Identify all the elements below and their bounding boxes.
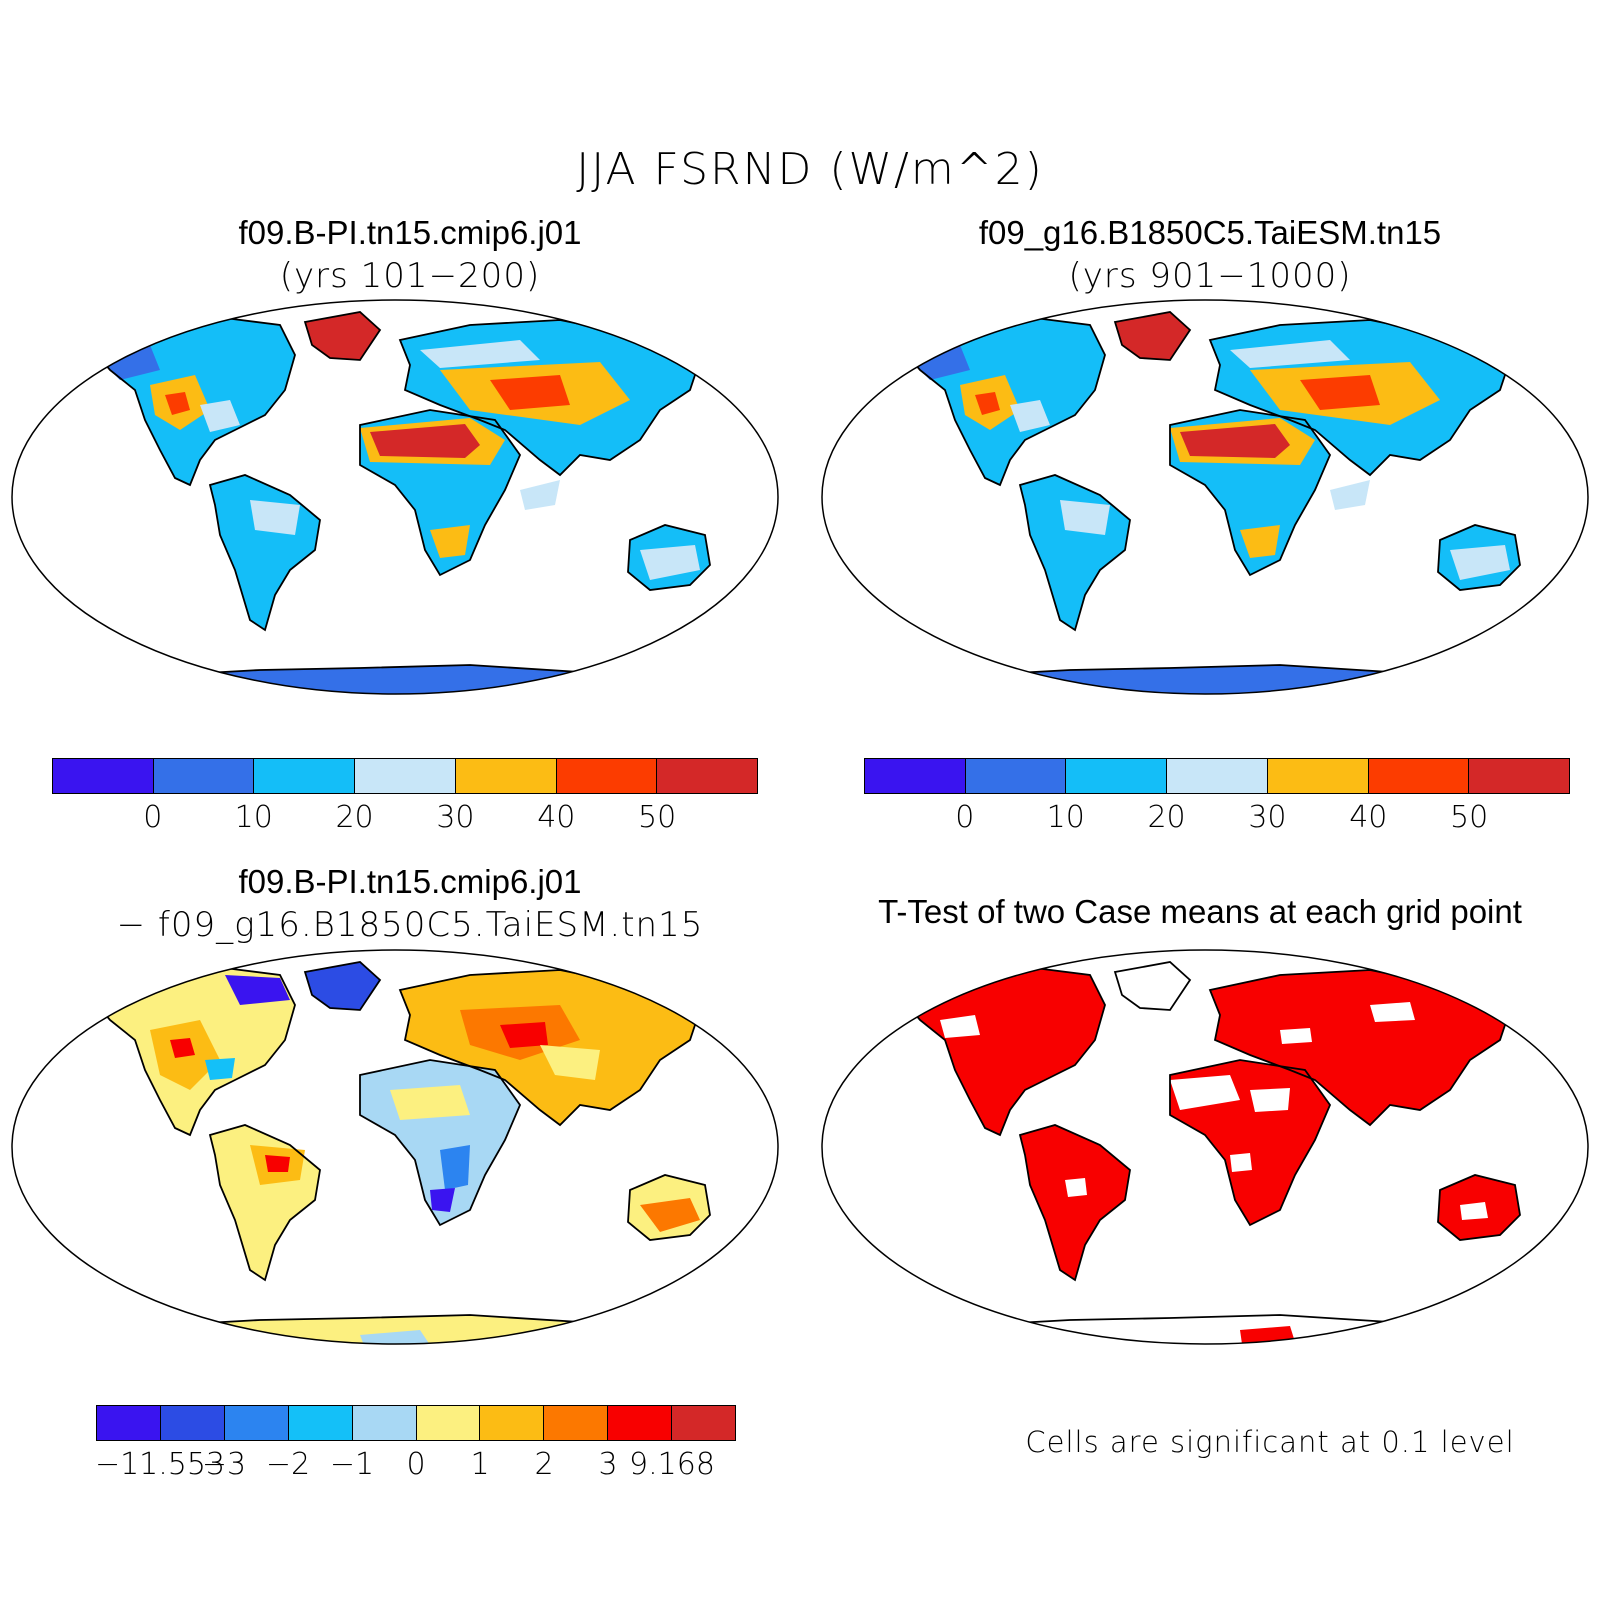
colorbar-swatch [1469, 759, 1570, 793]
map-case1 [11, 299, 779, 695]
colorbar-tick-label: 0 [143, 800, 163, 835]
colorbar-swatch [352, 1406, 417, 1440]
colorbar-swatch [254, 759, 356, 793]
colorbar-tick-label: 0 [955, 800, 975, 835]
colorbar-swatch [288, 1406, 353, 1440]
colorbar-difference [96, 1405, 736, 1441]
colorbar-tick-label: 3 [598, 1447, 618, 1482]
map-difference [11, 949, 779, 1345]
colorbar-swatch [556, 759, 658, 793]
panel3-title: f09.B-PI.tn15.cmip6.j01 [238, 863, 582, 900]
colorbar-tick-label: 30 [436, 800, 475, 835]
land-fill [903, 311, 1521, 694]
colorbar-swatch [1167, 759, 1268, 793]
colorbar-swatch [53, 759, 154, 793]
map-border [821, 299, 1589, 695]
colorbar-swatch [153, 759, 255, 793]
panel1-title: f09.B-PI.tn15.cmip6.j01 [238, 214, 582, 251]
map-case2 [821, 299, 1589, 695]
colorbar-tick-label: −11.553 [94, 1447, 226, 1482]
panel1-subtitle: (yrs 101−200) [279, 256, 541, 296]
colorbar-swatch [455, 759, 557, 793]
colorbar-swatch [865, 759, 966, 793]
colorbar-case1 [52, 758, 758, 794]
colorbar-tick-label: 0 [406, 1447, 426, 1482]
colorbar-tick-label: 40 [1349, 800, 1388, 835]
colorbar-swatch [1368, 759, 1470, 793]
colorbar-tick-label: 50 [1450, 800, 1489, 835]
colorbar-tick-label: 2 [534, 1447, 554, 1482]
colorbar-tick-label: 30 [1248, 800, 1287, 835]
colorbar-tick-label: 20 [1147, 800, 1186, 835]
colorbar-tick-label: 1 [470, 1447, 490, 1482]
colorbar-tick-label: 50 [638, 800, 677, 835]
colorbar-tick-label: −1 [329, 1447, 375, 1482]
panel2-subtitle: (yrs 901−1000) [1068, 256, 1352, 296]
land-fill [93, 961, 711, 1344]
map-ttest [821, 949, 1589, 1345]
panel2-title: f09_g16.B1850C5.TaiESM.tn15 [978, 214, 1442, 251]
colorbar-swatch [480, 1406, 545, 1440]
colorbar-tick-label: 9.168 [629, 1447, 715, 1482]
colorbar-swatch [544, 1406, 609, 1440]
colorbar-swatch [224, 1406, 289, 1440]
colorbar-tick-label: −2 [265, 1447, 311, 1482]
colorbar-swatch [355, 759, 456, 793]
colorbar-swatch [672, 1406, 736, 1440]
significant-cells [903, 961, 1521, 1344]
colorbar-swatch [965, 759, 1067, 793]
colorbar-swatch [97, 1406, 161, 1440]
panel3-subtitle: − f09_g16.B1850C5.TaiESM.tn15 [116, 905, 704, 945]
land-fill [93, 311, 711, 694]
colorbar-tick-label: 10 [1046, 800, 1085, 835]
colorbar-tick-label: −3 [201, 1447, 247, 1482]
colorbar-tick-label: 40 [537, 800, 576, 835]
colorbar-swatch [416, 1406, 481, 1440]
colorbar-tick-label: 10 [234, 800, 273, 835]
colorbar-swatch [160, 1406, 225, 1440]
colorbar-case2 [864, 758, 1570, 794]
colorbar-swatch [1267, 759, 1369, 793]
map-border [11, 299, 779, 695]
map-border [11, 949, 779, 1345]
panel4-title: T-Test of two Case means at each grid po… [878, 893, 1522, 930]
colorbar-swatch [657, 759, 758, 793]
significance-note: Cells are significant at 0.1 level [1025, 1425, 1515, 1459]
colorbar-swatch [1066, 759, 1168, 793]
figure-title: JJA FSRND (W/m^2) [576, 144, 1044, 195]
colorbar-swatch [608, 1406, 673, 1440]
map-border [821, 949, 1589, 1345]
colorbar-tick-label: 20 [335, 800, 374, 835]
